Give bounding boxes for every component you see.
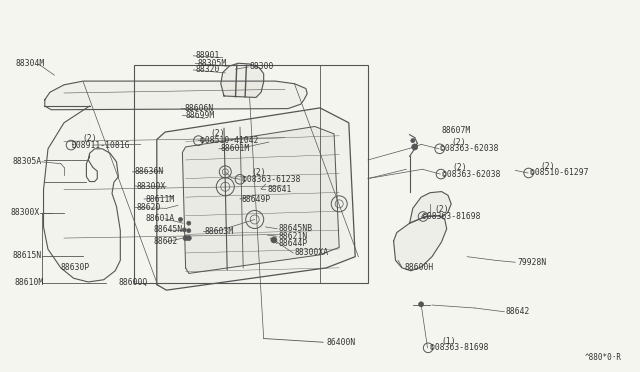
Text: 88305M: 88305M	[197, 59, 227, 68]
Text: 88607M: 88607M	[442, 126, 471, 135]
Polygon shape	[410, 192, 451, 223]
Polygon shape	[394, 216, 447, 271]
Text: 88606N: 88606N	[184, 104, 214, 113]
Text: ©08363-61238: ©08363-61238	[242, 175, 300, 184]
Text: ©08363-81698: ©08363-81698	[422, 212, 481, 221]
Circle shape	[411, 139, 415, 142]
Circle shape	[271, 237, 277, 243]
Circle shape	[419, 302, 424, 307]
Text: (2): (2)	[451, 138, 466, 147]
Text: 88602: 88602	[154, 237, 178, 246]
Text: ©08363-62038: ©08363-62038	[442, 170, 500, 179]
Text: 88630P: 88630P	[61, 263, 90, 272]
Text: 88600H: 88600H	[404, 263, 434, 272]
Circle shape	[187, 229, 191, 232]
Text: 88620: 88620	[136, 203, 161, 212]
Text: Ð08911-1081G: Ð08911-1081G	[72, 141, 131, 150]
Text: 88649P: 88649P	[242, 195, 271, 203]
Text: 88300XA: 88300XA	[294, 248, 328, 257]
Text: 88645N: 88645N	[154, 225, 183, 234]
Text: 88644P: 88644P	[278, 239, 308, 248]
Text: 88601A: 88601A	[146, 214, 175, 223]
Text: ©08363-62038: ©08363-62038	[440, 144, 499, 153]
Polygon shape	[182, 126, 339, 273]
Text: ©08510-41042: ©08510-41042	[200, 136, 259, 145]
Circle shape	[183, 235, 188, 241]
Text: 88610M: 88610M	[14, 278, 44, 287]
Polygon shape	[45, 81, 307, 110]
Text: 88901: 88901	[195, 51, 220, 60]
Text: (1): (1)	[441, 337, 456, 346]
Text: 86400N: 86400N	[326, 338, 356, 347]
Text: 88636N: 88636N	[134, 167, 164, 176]
Text: 88300X: 88300X	[11, 208, 40, 217]
Circle shape	[412, 144, 418, 150]
Text: 88621N: 88621N	[278, 232, 308, 241]
Text: 88300: 88300	[250, 62, 274, 71]
Text: 88642: 88642	[506, 307, 530, 316]
Text: 88645NB: 88645NB	[278, 224, 312, 233]
Text: 79928N: 79928N	[517, 258, 547, 267]
Polygon shape	[221, 63, 264, 97]
Bar	[134, 65, 368, 283]
Text: (2): (2)	[541, 162, 556, 171]
Text: ^880*0·R: ^880*0·R	[585, 353, 622, 362]
Text: ©08510-61297: ©08510-61297	[530, 169, 588, 177]
Text: 88641: 88641	[268, 185, 292, 194]
Text: 88611M: 88611M	[146, 195, 175, 203]
Text: 88699M: 88699M	[186, 111, 215, 120]
Text: 88305A: 88305A	[13, 157, 42, 166]
Polygon shape	[44, 106, 120, 282]
Text: (2): (2)	[434, 205, 449, 214]
Text: 88615N: 88615N	[13, 251, 42, 260]
Text: 88320: 88320	[195, 65, 220, 74]
Polygon shape	[157, 108, 355, 290]
Text: (2): (2)	[252, 168, 266, 177]
Text: (2): (2)	[452, 163, 467, 172]
Text: 88600Q: 88600Q	[118, 278, 148, 287]
Circle shape	[186, 235, 191, 241]
Text: (2): (2)	[82, 134, 97, 143]
Text: 88300X: 88300X	[136, 182, 166, 190]
Text: 88304M: 88304M	[16, 60, 45, 68]
Text: 88601M: 88601M	[221, 144, 250, 153]
Text: 88603M: 88603M	[205, 227, 234, 236]
Circle shape	[187, 221, 191, 225]
Circle shape	[182, 228, 186, 232]
Text: ©08363-81698: ©08363-81698	[430, 343, 488, 352]
Circle shape	[179, 218, 182, 221]
Text: (2): (2)	[210, 129, 225, 138]
